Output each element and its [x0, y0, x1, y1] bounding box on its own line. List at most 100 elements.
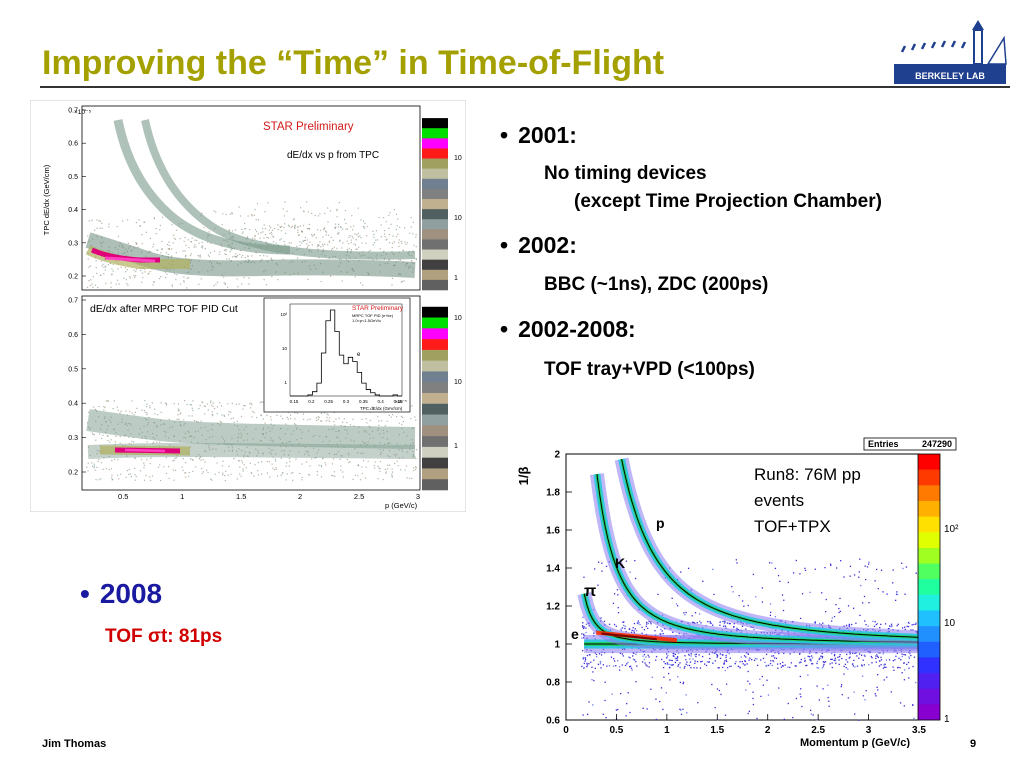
rb-scatter-dot [584, 660, 586, 662]
rb-scatter-dot [745, 689, 747, 691]
rb-scatter-dot [736, 627, 738, 629]
bottom-scatter-dot [160, 402, 162, 404]
rb-scatter-dot [816, 660, 819, 663]
bottom-scatter-dot [320, 476, 323, 478]
rb-scatter-dot [849, 565, 852, 568]
rb-scatter-dot [784, 664, 786, 666]
rb-scatter-dot [722, 620, 724, 623]
bottom-scatter-dot [249, 462, 251, 464]
top-scatter-dot [350, 226, 352, 228]
rb-scatter-dot [778, 687, 780, 689]
bottom-scatter-dot [315, 417, 318, 419]
top-scatter-dot [210, 242, 212, 244]
bottom-scatter-dot [211, 411, 213, 413]
rb-scatter-dot [684, 614, 686, 616]
bottom-scatter-dot [177, 410, 180, 412]
top-scatter-dot [354, 276, 356, 278]
rb-scatter-dot [647, 654, 649, 656]
bottom-scatter-dot [322, 458, 324, 460]
rb-scatter-dot [772, 660, 774, 662]
rb-scatter-dot [651, 676, 653, 679]
rb-scatter-dot [690, 667, 692, 669]
top-scatter-dot [388, 214, 390, 216]
bottom-scatter-dot [387, 455, 389, 457]
rb-scatter-dot [675, 659, 677, 662]
rb-scatter-dot [724, 621, 726, 623]
rb-colorbar-swatch [918, 610, 940, 627]
top-scatter-dot [365, 242, 367, 244]
rb-scatter-dot [662, 666, 665, 669]
rb-scatter-dot [873, 625, 876, 628]
rb-scatter-dot [721, 666, 724, 669]
bottom-scatter-dot [318, 464, 320, 466]
top-scatter-dot [166, 243, 169, 246]
top-scatter-dot [323, 229, 325, 231]
rb-scatter-dot [648, 656, 650, 658]
top-scatter-dot [223, 249, 226, 251]
rb-scatter-dot [912, 704, 914, 706]
rb-scatter-dot [690, 655, 692, 657]
bottom-scatter-dot [290, 414, 292, 416]
top-scatter-dot [361, 284, 364, 286]
top-scatter-dot [92, 286, 94, 288]
top-colorbar [422, 108, 448, 291]
bottom-scatter-dot [285, 479, 287, 481]
rb-scatter-dot [854, 666, 856, 668]
rb-scatter-dot [602, 713, 604, 715]
top-scatter-dot [330, 275, 332, 277]
rb-scatter-dot [782, 661, 784, 664]
rb-scatter-dot [839, 610, 842, 613]
rb-scatter-dot [903, 705, 905, 707]
bottom-scatter-dot [289, 417, 292, 420]
bottom-scatter-dot [335, 418, 337, 420]
bottom-scatter-dot [313, 447, 315, 449]
top-scatter-dot [188, 246, 190, 249]
rb-scatter-dot [855, 622, 857, 624]
bottom-scatter-dot [157, 466, 160, 468]
rb-colorbar-swatch [918, 532, 940, 549]
rb-scatter-dot [831, 666, 833, 669]
bottom-scatter-dot [93, 465, 95, 467]
top-scatter-dot [201, 246, 203, 248]
rb-scatter-dot [593, 632, 595, 634]
top-scatter-dot [171, 248, 173, 250]
top-scatter-dot [246, 236, 249, 238]
top-scatter-dot [105, 282, 107, 284]
top-scatter-dot [336, 216, 338, 218]
top-scatter-dot [183, 276, 185, 278]
top-scatter-dot [165, 276, 167, 279]
top-scatter-dot [153, 281, 155, 283]
top-scatter-dot [244, 222, 246, 225]
rb-scatter-dot [636, 665, 638, 667]
rb-scatter-dot [874, 693, 876, 695]
top-scatter-dot [248, 283, 250, 285]
top-scatter-dot [149, 237, 152, 240]
rb-scatter-dot [748, 659, 750, 661]
bottom-scatter-dot [302, 413, 305, 415]
bottom-scatter-dot [97, 460, 99, 463]
rb-scatter-dot [777, 574, 780, 577]
bottom-scatter-dot [321, 465, 323, 468]
rb-scatter-dot [743, 605, 745, 607]
top-scatter-dot [190, 253, 192, 255]
bottom-scatter-dot [285, 423, 287, 425]
top-scatter-dot [215, 211, 217, 213]
rb-scatter-dot [643, 629, 646, 631]
rb-scatter-dot [636, 622, 639, 624]
rb-scatter-dot [595, 653, 598, 656]
rb-scatter-dot [641, 626, 643, 629]
top-scatter-dot [175, 279, 177, 281]
rb-scatter-dot [646, 665, 648, 667]
top-scatter-dot [302, 224, 305, 227]
top-scatter-dot [159, 229, 161, 231]
top-scatter-dot [401, 280, 403, 283]
bottom-scatter-dot [143, 462, 145, 464]
inset-y-tick-1: 10 [282, 346, 288, 351]
rb-colorbar-swatch [918, 657, 940, 674]
rb-scatter-dot [691, 615, 693, 617]
top-scatter-dot [307, 228, 309, 230]
rb-scatter-dot [812, 714, 814, 716]
bottom-scatter-dot [103, 405, 105, 408]
top-scatter-dot [324, 212, 326, 215]
rb-scatter-dot [603, 620, 606, 623]
